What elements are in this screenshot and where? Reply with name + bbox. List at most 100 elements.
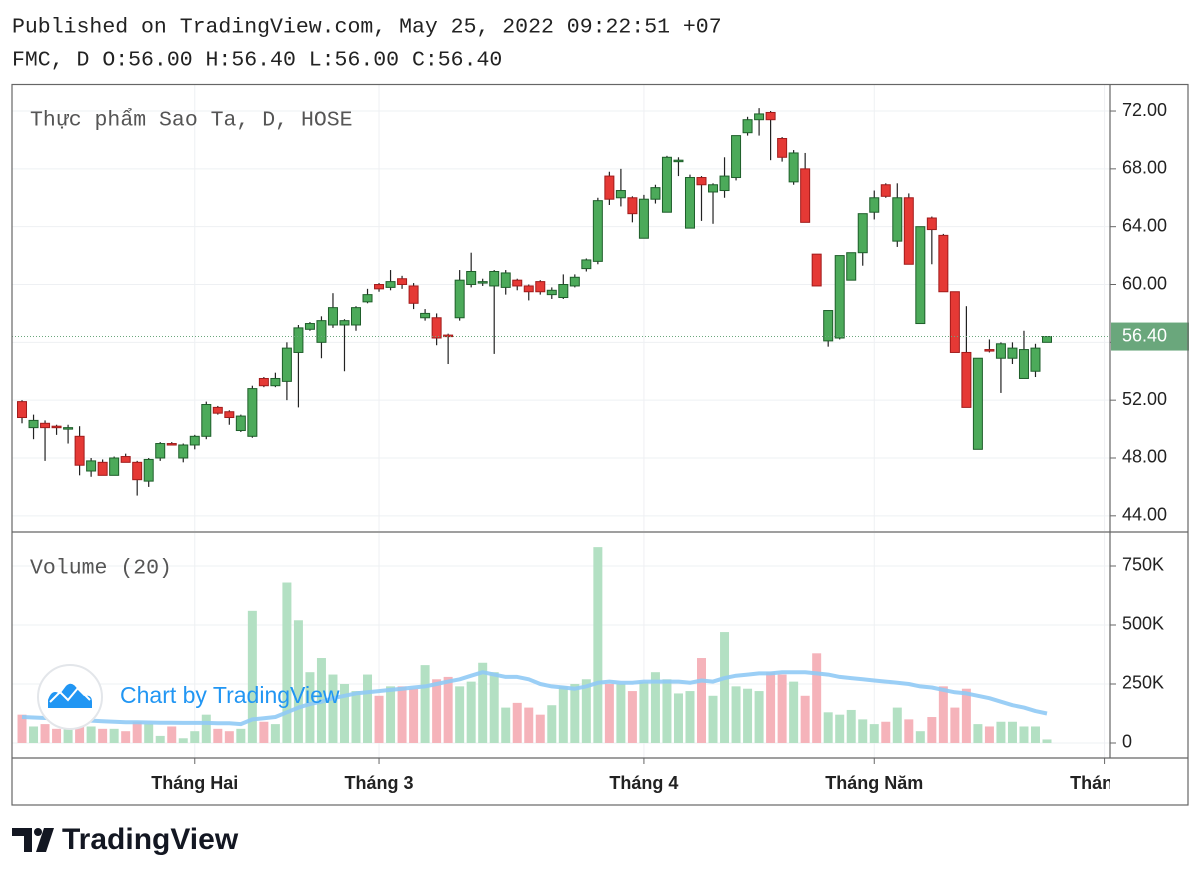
- candle-body: [523, 285, 534, 293]
- candle-body: [1030, 347, 1041, 372]
- y-tick-label: 72.00: [1122, 100, 1167, 120]
- volume-bar: [40, 724, 50, 743]
- volume-bar: [512, 702, 522, 743]
- volume-bar: [293, 620, 303, 743]
- candle-body: [903, 197, 914, 265]
- candle-body: [316, 320, 327, 343]
- y-tick-label: 64.00: [1122, 215, 1167, 235]
- volume-bar: [270, 724, 280, 743]
- x-tick-label: Tháng 3: [345, 773, 414, 793]
- candle-body: [777, 137, 788, 158]
- volume-bar: [835, 714, 845, 743]
- candle-body: [97, 461, 108, 476]
- candle-body: [293, 327, 304, 353]
- volume-bar: [616, 683, 626, 743]
- last-price-badge: [1111, 322, 1189, 351]
- candle-body: [1042, 336, 1053, 343]
- y-tick-label: 250K: [1122, 673, 1164, 693]
- volume-bar: [282, 582, 292, 743]
- candle-body: [385, 281, 396, 288]
- candle-body: [351, 307, 362, 326]
- candle-body: [811, 253, 822, 287]
- volume-bar: [98, 728, 108, 743]
- volume-bar: [489, 672, 499, 743]
- volume-bar: [938, 686, 948, 743]
- y-tick-label: 0: [1122, 732, 1132, 752]
- candle-body: [178, 444, 189, 459]
- candle-body: [984, 349, 995, 352]
- candle-body: [120, 456, 131, 463]
- candle-body: [880, 184, 891, 197]
- volume-bar: [558, 686, 568, 743]
- candle-body: [258, 377, 269, 387]
- candle-body: [650, 187, 661, 200]
- volume-bar: [547, 705, 557, 743]
- volume-bar: [1042, 739, 1052, 743]
- ohlc-line: FMC, D O:56.00 H:56.40 L:56.00 C:56.40: [12, 49, 502, 73]
- candle-body: [995, 343, 1006, 359]
- candle-body: [661, 156, 672, 213]
- volume-bar: [570, 683, 580, 743]
- y-tick-label: 60.00: [1122, 273, 1167, 293]
- volume-bar: [17, 714, 27, 743]
- volume-bar: [950, 707, 960, 743]
- volume-bar: [351, 691, 361, 743]
- candle-body: [86, 460, 97, 472]
- candle-body: [869, 197, 880, 213]
- candle-body: [374, 284, 385, 290]
- candle-body: [546, 289, 557, 296]
- volume-bar: [155, 735, 165, 743]
- y-tick-label: 750K: [1122, 555, 1164, 575]
- volume-bar: [420, 665, 430, 743]
- volume-bar: [685, 691, 695, 743]
- volume-bar: [201, 714, 211, 743]
- y-tick-label: 52.00: [1122, 389, 1167, 409]
- volume-bar: [627, 691, 637, 743]
- volume-bar: [224, 731, 234, 743]
- candle-body: [569, 276, 580, 287]
- y-tick-label: 48.00: [1122, 447, 1167, 467]
- candle-body: [420, 312, 431, 319]
- volume-bar: [501, 707, 511, 743]
- volume-pane: [17, 547, 1052, 743]
- footer-logo-text: TradingView: [62, 823, 239, 856]
- volume-bar: [904, 719, 914, 743]
- volume-bar: [259, 721, 269, 743]
- candle-body: [592, 200, 603, 262]
- volume-bar: [339, 683, 349, 743]
- volume-bar: [973, 724, 983, 743]
- candle-body: [212, 406, 223, 414]
- candle-body: [201, 404, 212, 437]
- volume-ma-line: [21, 670, 1048, 727]
- volume-bar: [743, 688, 753, 743]
- volume-bar: [639, 681, 649, 743]
- candle-body: [961, 351, 972, 408]
- volume-bar: [29, 726, 39, 743]
- candle-body: [823, 310, 834, 342]
- volume-bar: [604, 683, 614, 743]
- volume-bar: [167, 726, 177, 743]
- candle-body: [270, 377, 281, 387]
- candle-body: [63, 427, 74, 430]
- candle-body: [581, 259, 592, 270]
- volume-bar: [1030, 726, 1040, 743]
- volume-bar: [397, 686, 407, 743]
- volume-bar: [650, 672, 660, 743]
- volume-bar: [662, 679, 672, 743]
- candle-body: [224, 411, 235, 419]
- candle-body: [915, 226, 926, 325]
- volume-bar: [328, 674, 338, 743]
- candle-body: [339, 320, 350, 326]
- volume-bar: [535, 714, 545, 743]
- candle-body: [846, 252, 857, 281]
- volume-bar: [720, 632, 730, 743]
- y-tick-label: 68.00: [1122, 158, 1167, 178]
- watermark-icon-line: [49, 686, 91, 703]
- volume-bar: [754, 691, 764, 743]
- candle-body: [189, 435, 200, 446]
- volume-bar: [236, 728, 246, 743]
- candle-body: [754, 113, 765, 121]
- candle-body: [857, 213, 868, 254]
- candle-body: [155, 443, 166, 459]
- candle-body: [834, 255, 845, 339]
